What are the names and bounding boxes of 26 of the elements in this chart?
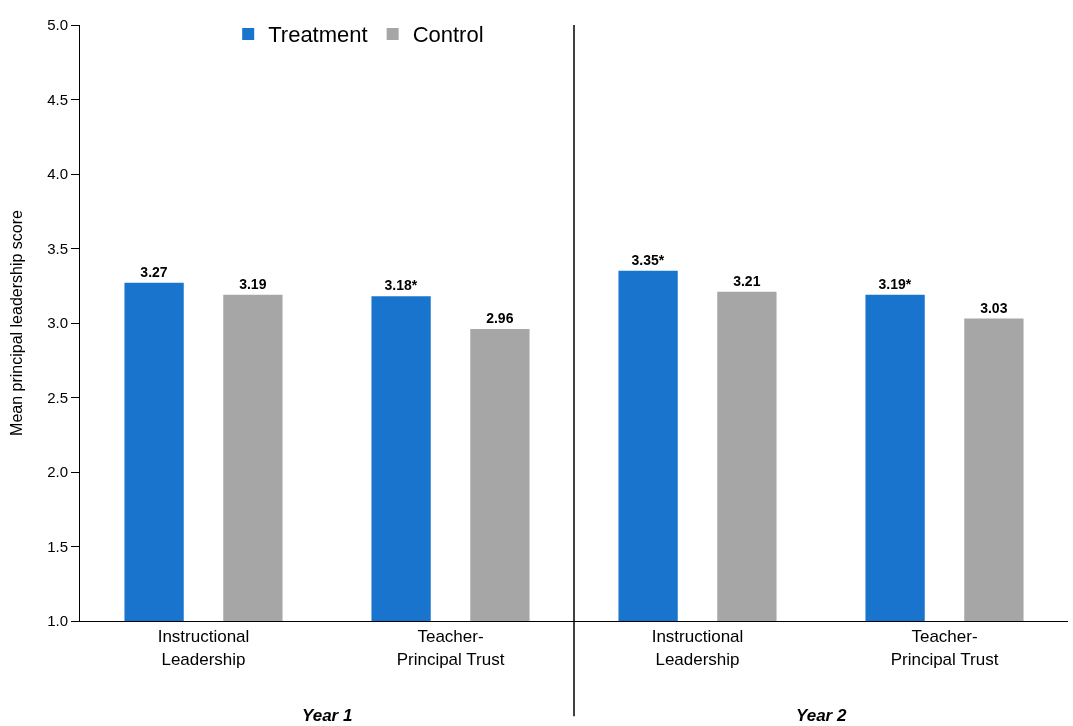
x-tick-label: Instructional Leadership xyxy=(651,627,744,669)
y-tick-label: 3.0 xyxy=(47,314,68,332)
data-label: 3.18* xyxy=(384,277,418,294)
y-tick-label: 3.5 xyxy=(47,239,68,257)
data-label: 2.96 xyxy=(486,309,514,326)
y-tick-label: 5.0 xyxy=(47,16,68,34)
x-tick-label: Instructional Leadership xyxy=(157,627,250,669)
data-label: 3.19 xyxy=(239,275,267,292)
x-tick-label: Teacher-Principal Trust xyxy=(396,627,505,669)
data-label: 3.21 xyxy=(733,272,761,289)
y-tick-label: 1.5 xyxy=(47,537,68,555)
legend-label: Treatment xyxy=(268,22,368,48)
y-tick-label: 2.0 xyxy=(47,463,68,481)
y-tick-label: 1.0 xyxy=(47,612,68,630)
data-label: 3.35* xyxy=(631,251,665,268)
data-label: 3.03 xyxy=(980,299,1008,316)
x-tick-label: Teacher-Principal Trust xyxy=(890,627,999,669)
text: Year 2 xyxy=(796,706,847,725)
y-tick-label: 4.0 xyxy=(47,165,68,183)
y-tick-label: 4.5 xyxy=(47,90,68,108)
data-label: 3.19* xyxy=(878,275,912,292)
y-tick-label: 2.5 xyxy=(47,388,68,406)
text: Year 1 xyxy=(302,706,353,725)
y-axis-title: Mean principal leadership score xyxy=(8,209,26,436)
data-label: 3.27 xyxy=(140,263,168,280)
legend-label: Control xyxy=(412,22,484,48)
